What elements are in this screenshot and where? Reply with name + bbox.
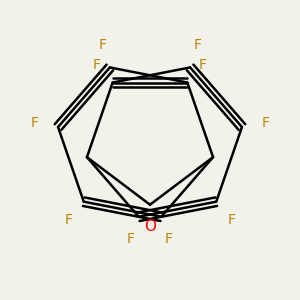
Text: F: F (199, 58, 207, 72)
Text: F: F (228, 213, 236, 226)
Text: F: F (31, 116, 39, 130)
Text: F: F (194, 38, 202, 52)
Text: F: F (165, 232, 173, 246)
Text: F: F (93, 58, 101, 72)
Text: F: F (261, 116, 269, 130)
Text: F: F (127, 232, 135, 246)
Text: F: F (64, 213, 72, 226)
Text: O: O (144, 219, 156, 234)
Text: F: F (98, 38, 106, 52)
